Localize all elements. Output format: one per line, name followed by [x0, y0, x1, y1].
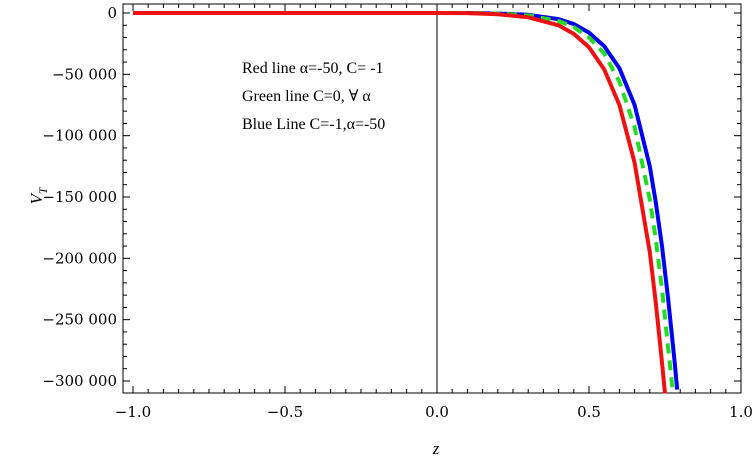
y-tick-label: −200 000: [42, 249, 117, 267]
series-red-line: [133, 11, 667, 394]
y-axis-label-sub: T: [36, 186, 50, 194]
y-tick-label: −100 000: [42, 127, 117, 145]
y-axis-label: VT: [27, 186, 50, 204]
x-tick-label: 0.0: [425, 403, 449, 421]
axis-ticks: −1.0 −0.5 0.0 0.5 1.0 0 −50 000 −100 000 −150 00…: [42, 4, 753, 421]
y-tick-label: 0: [107, 4, 117, 22]
legend: Red line α=-50, C= -1 Green line C=0, ∀ …: [242, 60, 385, 133]
y-axis-label-main: V: [27, 192, 46, 205]
y-tick-label: −250 000: [42, 311, 117, 329]
series-blue-line: [133, 11, 680, 390]
x-tick-label: −0.5: [267, 403, 303, 421]
y-tick-label: −300 000: [42, 372, 117, 390]
svg-text:VT: VT: [27, 186, 50, 204]
x-tick-label: 1.0: [729, 403, 753, 421]
x-tick-label: −1.0: [115, 403, 151, 421]
series-layer: [133, 11, 680, 394]
y-tick-label: −150 000: [42, 188, 117, 206]
legend-entry-green: Green line C=0, ∀ α: [242, 88, 371, 105]
series-green-line: [133, 11, 675, 390]
y-tick-label: −50 000: [52, 65, 117, 83]
x-axis-label: z: [432, 439, 440, 458]
plot-frame: [122, 3, 742, 394]
legend-entry-red: Red line α=-50, C= -1: [242, 60, 384, 77]
legend-entry-blue: Blue Line C=-1,α=-50: [242, 116, 385, 133]
x-tick-label: 0.5: [577, 403, 601, 421]
